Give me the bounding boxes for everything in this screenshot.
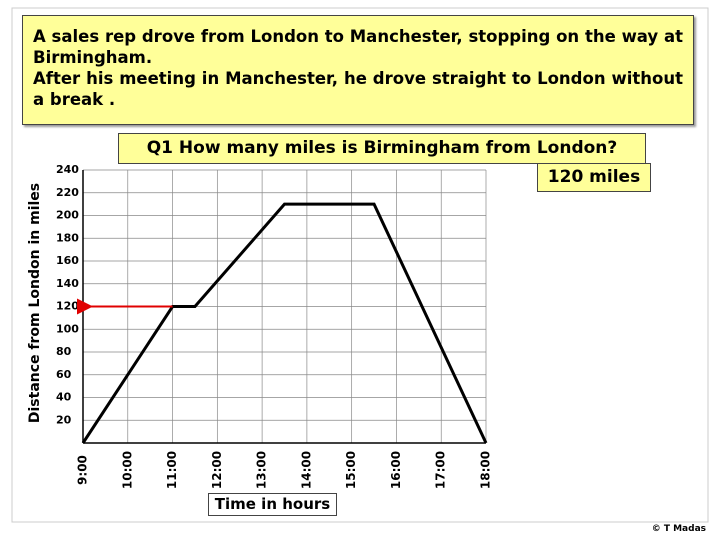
- x-tick-label: 11:00: [165, 451, 179, 489]
- y-tick-label: 200: [56, 209, 79, 222]
- y-tick-label: 220: [56, 186, 79, 199]
- y-axis-label: Distance from London in miles: [27, 183, 43, 423]
- y-tick-label: 40: [56, 391, 72, 404]
- y-tick-label: 120: [56, 300, 79, 313]
- x-tick-label: 9:00: [76, 455, 90, 485]
- x-tick-label: 16:00: [389, 451, 403, 489]
- x-axis-label: Time in hours: [208, 493, 337, 516]
- y-tick-label: 140: [56, 277, 79, 290]
- x-tick-label: 15:00: [344, 451, 358, 489]
- data-line: [81, 202, 488, 444]
- problem-text: After his meeting in Manchester, he drov…: [33, 69, 683, 109]
- x-tick-label: 18:00: [479, 451, 493, 489]
- slide-border: [11, 7, 709, 523]
- question: Q1 How many miles is Birmingham from Lon…: [118, 133, 646, 164]
- y-tick-label: 240: [56, 163, 79, 176]
- answer: 120 miles: [537, 163, 651, 192]
- x-tick-label: 14:00: [299, 451, 313, 489]
- x-tick-label: 13:00: [255, 451, 269, 489]
- y-tick-label: 100: [56, 322, 79, 335]
- x-tick-label: 10:00: [120, 451, 134, 489]
- problem-box: A sales rep drove from London to Manches…: [22, 15, 694, 125]
- y-tick-label: 180: [56, 231, 79, 244]
- y-tick-label: 160: [56, 254, 79, 267]
- y-tick-label: 80: [56, 345, 72, 358]
- x-tick-label: 17:00: [434, 451, 448, 489]
- x-tick-label: 12:00: [210, 451, 224, 489]
- y-tick-label: 20: [56, 413, 72, 426]
- problem-text: A sales rep drove from London to Manches…: [33, 27, 683, 67]
- copyright: © T Madas: [651, 524, 706, 534]
- y-tick-label: 60: [56, 368, 72, 381]
